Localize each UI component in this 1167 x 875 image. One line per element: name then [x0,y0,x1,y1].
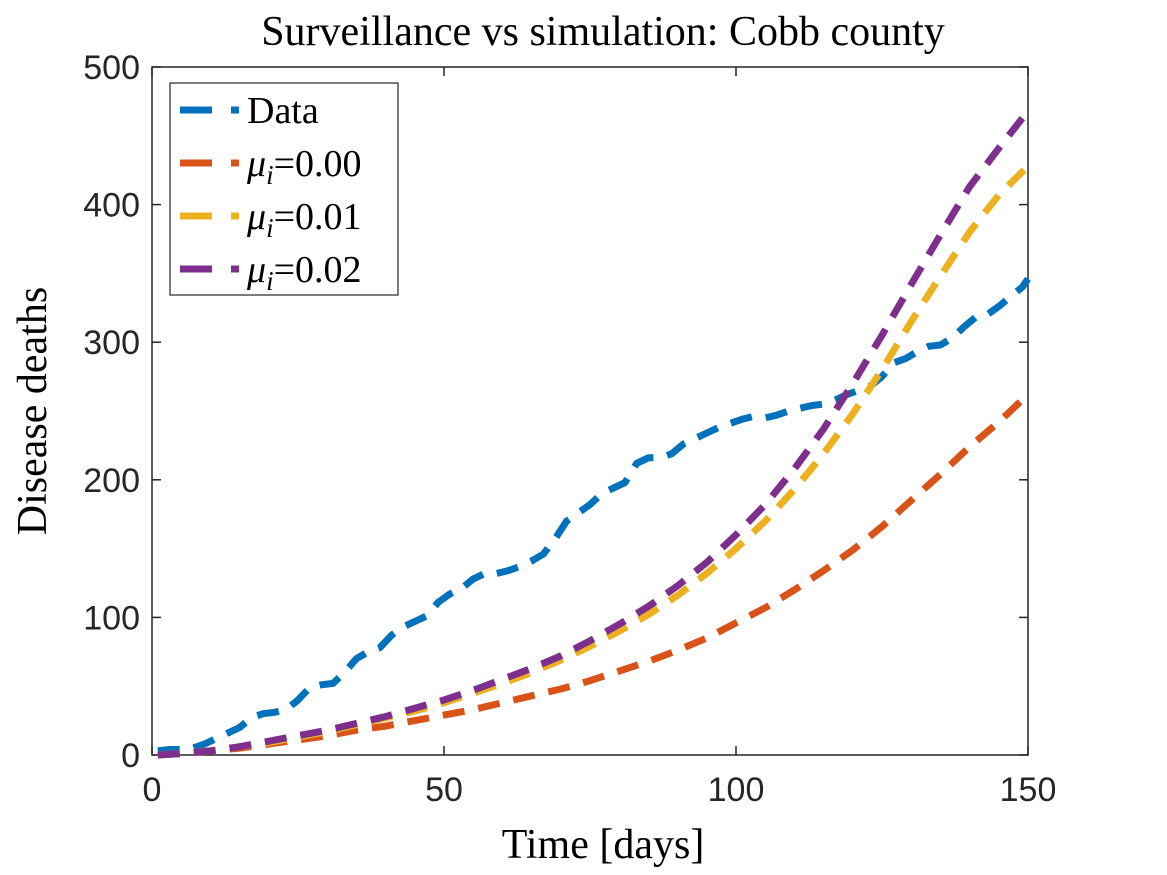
y-tick-label: 200 [83,462,140,500]
x-axis: 0 50 100 150 [143,67,1057,809]
x-tick-label: 0 [143,771,162,809]
series-line-2 [157,163,1031,759]
legend-entry-0: Data [247,90,319,132]
legend-entry-1: μi=0.00 [246,143,362,190]
y-tick-label: 0 [121,737,140,775]
x-tick-label: 100 [708,771,765,809]
series-layer [157,108,1031,759]
x-tick-label: 50 [425,771,463,809]
y-axis: 0 100 200 300 400 500 [83,49,1028,775]
legend-entry-2: μi=0.01 [246,196,362,243]
y-tick-label: 100 [83,599,140,637]
series-line-0 [157,276,1031,755]
series-line-1 [157,391,1031,759]
series-line-3 [157,108,1031,759]
x-axis-label: Time [days] [502,822,705,868]
y-tick-label: 500 [83,49,140,87]
legend[interactable]: Data μi=0.00 μi=0.01 μi=0.02 [169,82,399,296]
y-tick-label: 300 [83,324,140,362]
x-tick-label: 150 [1000,771,1057,809]
chart-title: Surveillance vs simulation: Cobb county [261,9,945,55]
legend-entry-3: μi=0.02 [246,249,362,296]
y-tick-label: 400 [83,187,140,225]
y-axis-label: Disease deaths [10,287,56,535]
legend-box [169,82,399,296]
